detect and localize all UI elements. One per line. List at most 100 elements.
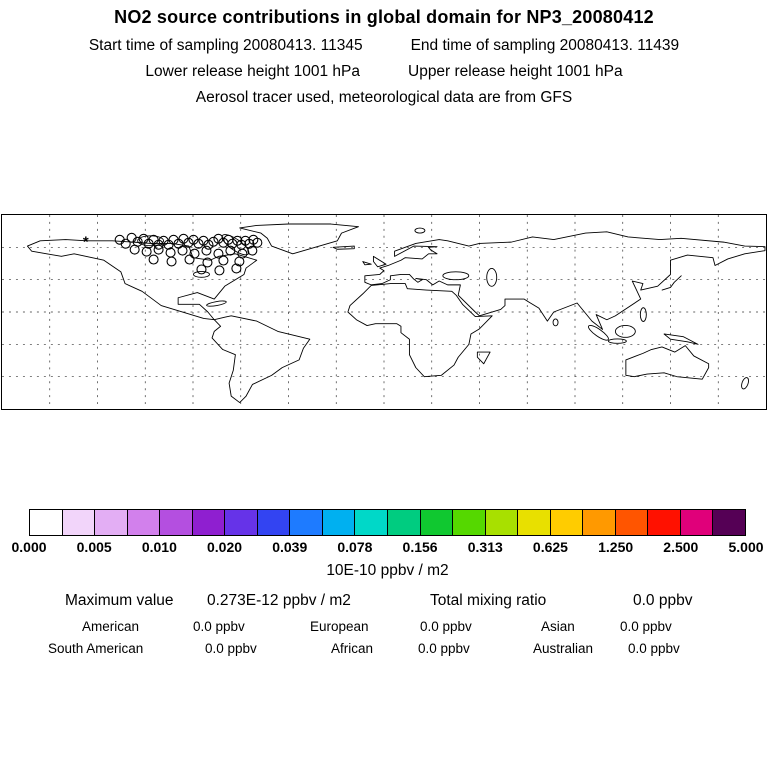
colorbar-cell (95, 510, 128, 535)
total-mixing-ratio-value: 0.0 ppbv (633, 592, 693, 609)
region-value-asian: 0.0 ppbv (620, 619, 672, 634)
source-markers: * (83, 232, 263, 276)
plot-title: NO2 source contributions in global domai… (114, 7, 654, 27)
colorbar-cell (322, 510, 356, 535)
source-marker-circle (193, 238, 204, 249)
source-marker-circle (202, 257, 213, 268)
coast-greenland (239, 223, 359, 255)
coast-eurasia (364, 231, 766, 330)
colorbar: 0.000 0.005 0.010 0.020 0.039 0.078 0.156 0.313… (11, 509, 764, 559)
lower-release-text: Lower release height 1001 hPa (145, 63, 360, 80)
colorbar-units-label: 10E-10 ppbv / m2 (326, 562, 449, 579)
source-marker-circle (153, 244, 164, 255)
colorbar-cell (127, 510, 161, 535)
colorbar-cell (62, 510, 96, 535)
source-marker-circle (120, 238, 131, 249)
colorbar-cell (453, 510, 486, 535)
colorbar-cell (192, 510, 226, 535)
colorbar-tick-label: 5.000 (728, 539, 764, 555)
source-marker-circle (203, 239, 214, 250)
coast-caspian-sea (486, 268, 498, 287)
upper-release-text: Upper release height 1001 hPa (408, 63, 623, 80)
source-marker-circle (213, 248, 224, 259)
coast-sumatra (587, 324, 609, 341)
region-stats-row-1: American 0.0 ppbv European 0.0 ppbv Asia… (0, 619, 768, 637)
coast-cuba (206, 300, 227, 307)
end-time-text: End time of sampling 20080413. 11439 (410, 37, 680, 54)
colorbar-cells (29, 509, 746, 536)
source-marker-circle (165, 247, 176, 258)
colorbar-cell (290, 510, 323, 535)
coast-svalbard (414, 227, 426, 234)
source-marker-circle (225, 245, 236, 256)
coast-iceland (332, 245, 355, 250)
coast-ireland (362, 261, 372, 266)
colorbar-cell (615, 510, 649, 535)
source-marker-circle (208, 236, 219, 247)
plot-header: NO2 source contributions in global domai… (0, 7, 768, 115)
maximum-value-label: Maximum value (65, 592, 174, 609)
colorbar-cell (388, 510, 421, 535)
source-marker-circle (141, 246, 152, 257)
colorbar-cell (420, 510, 454, 535)
colorbar-tick-label: 0.156 (402, 539, 438, 555)
world-map-svg: * (2, 215, 766, 409)
source-marker-circle (231, 263, 242, 274)
map-gridlines (2, 215, 766, 409)
region-label-european: European (310, 619, 369, 634)
region-label-australian: Australian (533, 641, 594, 656)
colorbar-tick-label: 0.313 (467, 539, 503, 555)
colorbar-cell (713, 510, 746, 535)
region-value-african: 0.0 ppbv (418, 641, 470, 656)
colorbar-tick-label: 0.625 (532, 539, 568, 555)
coast-sri-lanka (552, 318, 559, 327)
start-time-text: Start time of sampling 20080413. 11345 (88, 37, 363, 54)
coast-borneo (614, 325, 636, 338)
region-value-american: 0.0 ppbv (193, 619, 245, 634)
colorbar-cell (257, 510, 291, 535)
source-marker-circle (234, 256, 245, 267)
map-panel: * (1, 214, 767, 410)
colorbar-cell (648, 510, 681, 535)
coast-great-lakes (193, 270, 210, 278)
colorbar-tick-label: 0.000 (11, 539, 47, 555)
colorbar-cell (225, 510, 258, 535)
colorbar-tick-label: 1.250 (598, 539, 634, 555)
source-marker-circle (177, 245, 188, 256)
region-value-european: 0.0 ppbv (420, 619, 472, 634)
region-label-asian: Asian (541, 619, 575, 634)
colorbar-tick-labels: 0.000 0.005 0.010 0.020 0.039 0.078 0.156 0.313… (11, 539, 763, 559)
coast-madagascar (476, 351, 491, 365)
coast-black-sea (442, 271, 470, 281)
region-label-south-american: South American (48, 641, 144, 656)
source-marker-circle (201, 245, 212, 256)
sampling-times-line: Start time of sampling 20080413. 11345 E… (0, 37, 768, 55)
source-marker-circle (148, 254, 159, 265)
colorbar-cell (680, 510, 714, 535)
coast-japan (661, 275, 682, 291)
source-marker-circle (252, 237, 263, 248)
source-marker-circle (189, 248, 200, 259)
source-marker-circle (218, 255, 229, 266)
source-marker-asterisk: * (83, 235, 89, 251)
coast-philippines (639, 307, 647, 322)
colorbar-tick-label: 0.020 (207, 539, 243, 555)
coast-new-zealand (741, 377, 749, 390)
colorbar-cell (30, 510, 63, 535)
source-marker-circle (184, 254, 195, 265)
source-marker-circle (196, 264, 207, 275)
coast-new-guinea (663, 333, 699, 345)
coast-java (607, 338, 627, 344)
region-stats-row-2: South American 0.0 ppbv African 0.0 ppbv… (0, 641, 768, 659)
source-marker-circle (183, 237, 194, 248)
region-value-australian: 0.0 ppbv (628, 641, 680, 656)
release-heights-line: Lower release height 1001 hPa Upper rele… (0, 63, 768, 81)
coast-australia (625, 345, 710, 380)
colorbar-tick-label: 2.500 (663, 539, 699, 555)
colorbar-cell (550, 510, 584, 535)
colorbar-cell (160, 510, 193, 535)
total-mixing-ratio-label: Total mixing ratio (430, 592, 547, 609)
stats-summary-row: Maximum value 0.273E-12 ppbv / m2 Total … (0, 592, 768, 612)
coastlines (26, 223, 766, 404)
colorbar-tick-label: 0.005 (76, 539, 112, 555)
